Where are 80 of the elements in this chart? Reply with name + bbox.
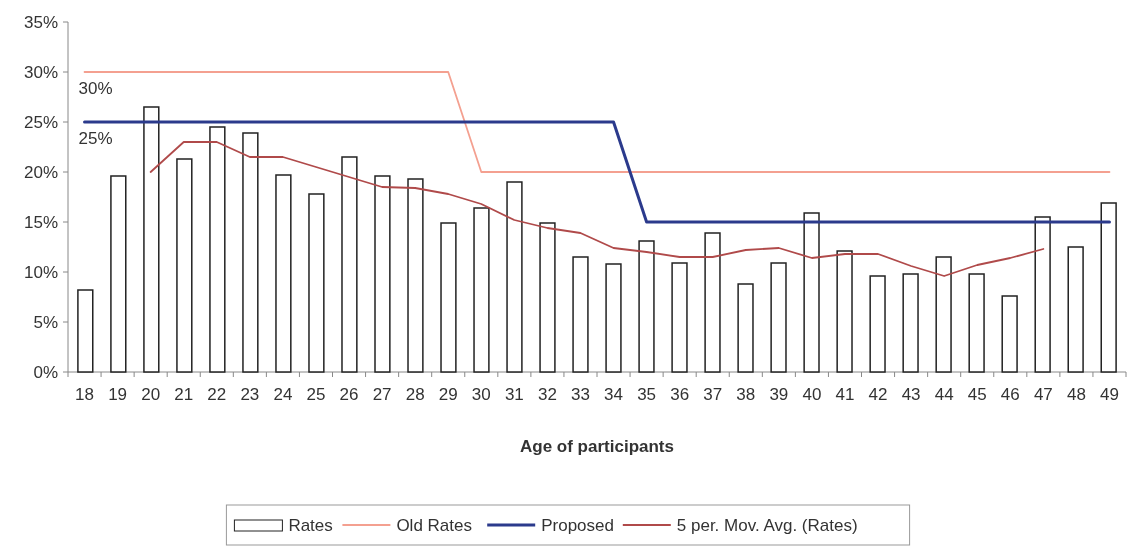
bar [869,275,886,373]
x-tick-label: 30 [471,385,491,404]
bar [242,132,259,373]
y-tick-label: 15% [23,212,58,232]
x-tick-label: 43 [901,385,921,404]
x-tick-label: 39 [769,385,789,404]
x-tick-label: 28 [405,385,425,404]
x-tick-label: 20 [141,385,161,404]
y-tick-label: 0% [33,362,58,382]
x-tick-label: 38 [736,385,756,404]
x-tick-label: 25 [306,385,326,404]
x-axis-title: Age of participants [520,437,674,456]
bar [572,256,589,373]
legend-label: Rates [288,515,333,535]
x-tick-label: 37 [703,385,723,404]
x-tick-label: 34 [604,385,623,404]
bar [506,181,523,373]
y-tick-label: 10% [23,262,58,282]
bar [341,156,358,373]
bar [935,256,952,373]
y-tick-label: 25% [23,112,58,132]
legend-label: Proposed [541,515,614,535]
y-tick-label: 30% [23,62,58,82]
bar [836,250,853,373]
bar [275,174,292,373]
line-series [149,141,1045,277]
y-tick-label: 20% [23,162,58,182]
y-tick-label: 5% [33,312,58,332]
bar [77,289,94,373]
bar [605,263,622,373]
bar [308,193,325,373]
bar [1034,216,1051,373]
x-tick-label: 45 [967,385,987,404]
bar [968,273,985,373]
bar [473,207,490,373]
x-tick-label: 35 [637,385,657,404]
x-tick-label: 36 [670,385,690,404]
x-tick-label: 49 [1100,385,1119,404]
x-tick-label: 33 [571,385,590,404]
x-tick-label: 32 [537,385,557,404]
bar [110,175,127,373]
bar [671,262,688,373]
x-tick-label: 23 [240,385,260,404]
legend-label: 5 per. Mov. Avg. (Rates) [676,515,858,535]
x-tick-label: 48 [1066,385,1086,404]
bar [803,212,820,373]
bar [1100,202,1117,373]
bar [704,232,721,373]
bar [143,106,160,373]
x-tick-label: 42 [868,385,888,404]
legend-label: Old Rates [396,515,472,535]
y-tick-label: 35% [23,12,58,32]
bar [407,178,424,373]
x-tick-label: 47 [1033,385,1053,404]
annotation: 30% [78,79,113,98]
x-tick-label: 27 [372,385,392,404]
bar [638,240,655,373]
bar [440,222,457,373]
x-tick-label: 41 [835,385,855,404]
bar [176,158,193,373]
bar [1067,246,1084,373]
x-tick-label: 21 [174,385,194,404]
bar [209,126,226,373]
x-tick-label: 31 [504,385,524,404]
x-tick-label: 46 [1000,385,1020,404]
bar [737,283,754,373]
bar [1001,295,1018,373]
x-tick-label: 29 [438,385,458,404]
x-tick-label: 19 [108,385,128,404]
bar [539,222,556,373]
x-tick-label: 24 [273,385,293,404]
bar [902,273,919,373]
x-tick-label: 18 [75,385,94,404]
x-tick-label: 22 [207,385,227,404]
x-tick-label: 26 [339,385,359,404]
x-tick-label: 40 [802,385,822,404]
bar [374,175,391,373]
bar [770,262,787,373]
annotation: 25% [78,129,113,148]
x-tick-label: 44 [934,385,954,404]
